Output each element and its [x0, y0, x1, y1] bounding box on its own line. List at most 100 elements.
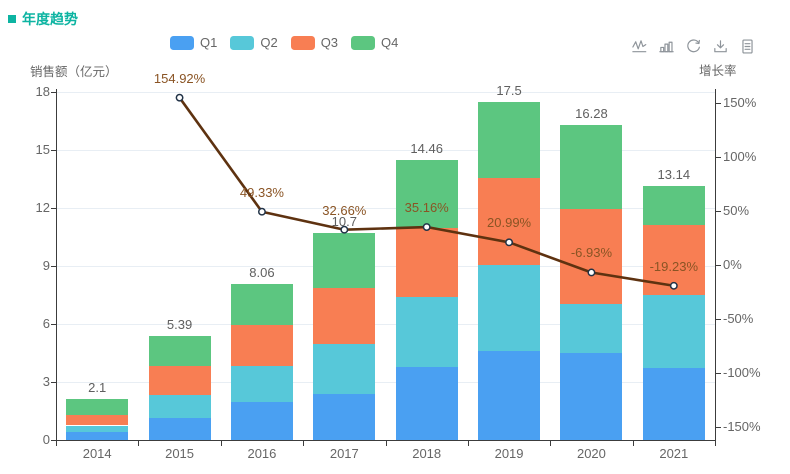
y-left-tick: [51, 440, 56, 441]
y-left-tick: [51, 150, 56, 151]
y-left-tick-label: 0: [42, 432, 50, 447]
growth-label-2015: 154.92%: [153, 70, 206, 86]
line-point-2021[interactable]: [669, 281, 678, 290]
bar-segment-q4-2014[interactable]: [66, 399, 129, 415]
x-tick-label-2019: 2019: [494, 446, 524, 461]
y-right-tick: [716, 373, 721, 374]
legend: Q1 Q2 Q3 Q4: [170, 35, 398, 50]
bar-chart-icon[interactable]: [657, 37, 675, 55]
gridline: [57, 324, 715, 325]
bar-segment-q1-2014[interactable]: [66, 432, 129, 440]
y-right-tick: [716, 265, 721, 266]
y-left-tick: [51, 208, 56, 209]
bar-segment-q3-2017[interactable]: [313, 288, 376, 345]
legend-label: Q3: [320, 35, 339, 50]
y-right-tick: [716, 157, 721, 158]
y-left-tick-label: 15: [35, 142, 50, 157]
y-left-tick-label: 6: [42, 316, 50, 331]
page-title: 年度趋势: [22, 11, 78, 27]
growth-label-2016: 49.33%: [239, 184, 284, 200]
bar-total-label-2016: 8.06: [249, 265, 275, 281]
bar-segment-q2-2016[interactable]: [230, 365, 293, 403]
growth-label-2018: 35.16%: [404, 200, 449, 216]
bar-segment-q4-2020[interactable]: [560, 125, 623, 209]
bar-segment-q1-2018[interactable]: [395, 366, 458, 440]
bar-segment-q2-2015[interactable]: [148, 394, 211, 418]
line-point-2017[interactable]: [340, 225, 349, 234]
bar-segment-q3-2014[interactable]: [66, 414, 129, 426]
x-axis-tick: [632, 441, 634, 446]
y-right-axis-name: 增长率: [699, 64, 737, 78]
bar-segment-q4-2019[interactable]: [478, 101, 541, 179]
y-right-tick: [716, 427, 721, 428]
bar-segment-q2-2017[interactable]: [313, 344, 376, 394]
x-tick-label-2020: 2020: [576, 446, 606, 461]
data-view-icon[interactable]: [738, 37, 756, 55]
legend-item-q2[interactable]: Q2: [230, 35, 278, 50]
line-point-2015[interactable]: [175, 93, 184, 102]
legend-item-q1[interactable]: Q1: [170, 35, 217, 50]
y-left-tick: [51, 324, 56, 325]
bar-segment-q4-2018[interactable]: [395, 160, 458, 228]
y-left-tick: [51, 92, 56, 93]
x-axis-line: [56, 440, 716, 441]
y-left-tick-label: 3: [42, 374, 50, 389]
x-tick-label-2016: 2016: [247, 446, 277, 461]
line-point-2020[interactable]: [587, 268, 596, 277]
bar-segment-q1-2016[interactable]: [230, 402, 293, 440]
y-right-tick-label: 50%: [723, 203, 750, 218]
bar-segment-q2-2021[interactable]: [642, 295, 705, 368]
bar-segment-q2-2020[interactable]: [560, 304, 623, 353]
bar-segment-q4-2021[interactable]: [642, 185, 705, 226]
growth-label-2020: -6.93%: [570, 245, 613, 261]
x-tick-label-2017: 2017: [329, 446, 359, 461]
legend-swatch-q4: [351, 35, 376, 50]
x-axis-tick: [138, 441, 140, 446]
line-point-2018[interactable]: [422, 223, 431, 231]
bar-segment-q1-2015[interactable]: [148, 417, 211, 440]
line-chart-icon[interactable]: [630, 37, 648, 55]
bar-segment-q3-2016[interactable]: [230, 325, 293, 366]
bar-segment-q2-2019[interactable]: [478, 264, 541, 351]
bar-segment-q1-2021[interactable]: [642, 367, 705, 440]
bar-total-label-2018: 14.46: [410, 141, 443, 157]
y-right-tick: [716, 211, 721, 212]
y-right-tick: [716, 103, 721, 104]
y-left-axis-line: [56, 89, 57, 440]
y-left-tick-label: 18: [35, 84, 50, 99]
y-left-axis-name: 销售额（亿元）: [30, 65, 118, 79]
bar-segment-q4-2016[interactable]: [230, 284, 293, 326]
y-right-tick-label: -50%: [723, 311, 754, 326]
legend-item-q4[interactable]: Q4: [351, 35, 398, 50]
line-point-2016[interactable]: [257, 207, 266, 216]
title-bullet-icon: [8, 15, 16, 23]
bar-segment-q3-2015[interactable]: [148, 365, 211, 395]
line-point-2019[interactable]: [505, 238, 514, 247]
growth-label-2017: 32.66%: [322, 202, 367, 218]
x-axis-tick: [303, 441, 305, 446]
bar-total-label-2014: 2.1: [88, 380, 107, 396]
legend-swatch-q1: [170, 35, 194, 50]
bar-segment-q1-2017[interactable]: [313, 393, 376, 440]
legend-item-q3[interactable]: Q3: [290, 35, 339, 50]
bar-segment-q2-2018[interactable]: [395, 296, 458, 367]
y-left-tick-label: 12: [35, 200, 50, 215]
bar-segment-q4-2017[interactable]: [313, 233, 376, 289]
bar-segment-q1-2019[interactable]: [478, 350, 541, 440]
x-axis-tick: [56, 441, 57, 446]
bar-segment-q4-2015[interactable]: [148, 335, 211, 366]
y-right-tick-label: 0%: [723, 257, 742, 272]
bar-segment-q1-2020[interactable]: [560, 353, 623, 440]
legend-label: Q2: [260, 35, 278, 50]
bar-segment-q2-2014[interactable]: [66, 425, 129, 433]
toolbox: [630, 37, 756, 55]
y-right-tick-label: 150%: [723, 95, 757, 110]
x-axis-tick: [467, 441, 469, 446]
download-icon[interactable]: [711, 37, 729, 55]
growth-label-2019: 20.99%: [487, 215, 532, 231]
bar-segment-q3-2018[interactable]: [395, 227, 458, 297]
chart-title: 年度趋势: [8, 9, 78, 29]
x-axis-tick: [715, 441, 716, 446]
bar-total-label-2019: 17.5: [496, 82, 522, 98]
refresh-icon[interactable]: [684, 37, 702, 55]
